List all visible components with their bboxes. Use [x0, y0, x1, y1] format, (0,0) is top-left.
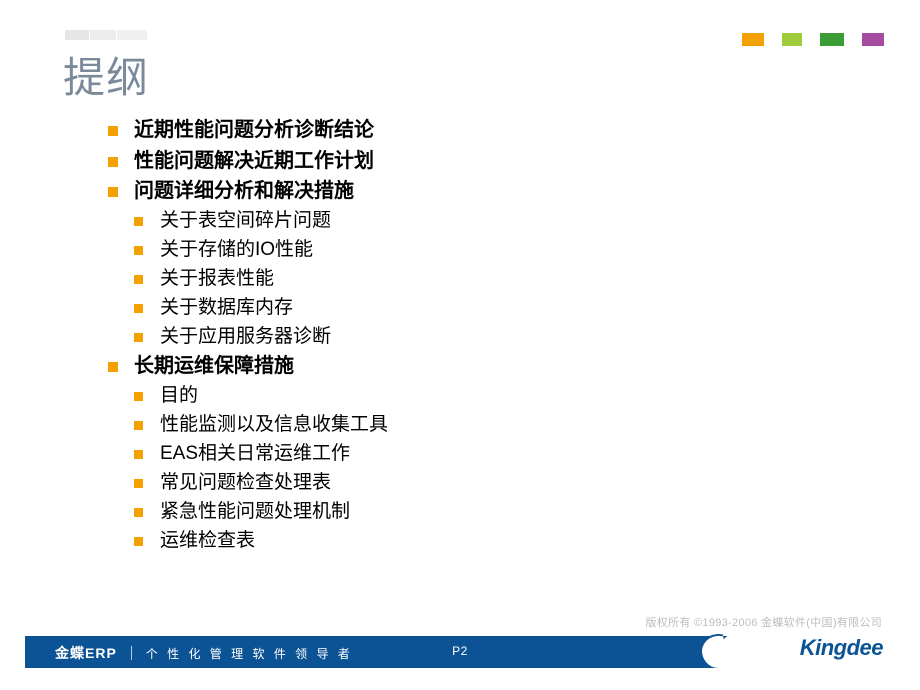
accent-block [782, 33, 802, 46]
outline-item-label: 近期性能问题分析诊断结论 [134, 119, 374, 141]
bullet-icon [108, 187, 118, 197]
bullet-icon [134, 304, 143, 313]
outline-item-label: EAS相关日常运维工作 [160, 443, 350, 464]
outline-item-label: 问题详细分析和解决措施 [134, 180, 354, 202]
outline-item-l1: 性能问题解决近期工作计划 [108, 147, 388, 177]
bullet-icon [134, 479, 143, 488]
bullet-icon [134, 217, 143, 226]
top-left-watermark [65, 30, 147, 40]
accent-block [742, 33, 764, 46]
outline-item-l2: 关于表空间碎片问题 [134, 207, 388, 235]
bullet-icon [134, 392, 143, 401]
erp-label: 金蝶ERP [55, 643, 117, 663]
accent-blocks [742, 33, 884, 46]
slide: 提纲 近期性能问题分析诊断结论性能问题解决近期工作计划问题详细分析和解决措施关于… [0, 0, 920, 690]
footer-tagline: 个 性 化 管 理 软 件 领 导 者 [146, 645, 353, 662]
outline-item-label: 运维检查表 [160, 530, 255, 551]
footer-bar: 金蝶ERP 个 性 化 管 理 软 件 领 导 者 P2 Kingdee [25, 636, 895, 668]
outline-item-l2: 关于数据库内存 [134, 294, 388, 322]
accent-block [862, 33, 884, 46]
bullet-icon [134, 508, 143, 517]
outline-item-label: 目的 [160, 385, 198, 406]
bullet-icon [108, 126, 118, 136]
outline-item-l2: 关于存储的IO性能 [134, 236, 388, 264]
outline-content: 近期性能问题分析诊断结论性能问题解决近期工作计划问题详细分析和解决措施关于表空间… [108, 116, 388, 557]
outline-item-label: 性能监测以及信息收集工具 [160, 414, 388, 435]
outline-item-l2: 紧急性能问题处理机制 [134, 498, 388, 526]
outline-item-label: 关于存储的IO性能 [160, 239, 313, 260]
outline-item-label: 长期运维保障措施 [134, 355, 294, 377]
bullet-icon [134, 450, 143, 459]
outline-item-label: 关于报表性能 [160, 268, 274, 289]
outline-item-label: 关于数据库内存 [160, 297, 293, 318]
bullet-icon [134, 421, 143, 430]
bullet-icon [134, 246, 143, 255]
outline-item-label: 关于表空间碎片问题 [160, 210, 331, 231]
footer-divider [131, 646, 132, 660]
outline-item-l2: 目的 [134, 382, 388, 410]
outline-item-l2: 性能监测以及信息收集工具 [134, 411, 388, 439]
accent-block [820, 33, 844, 46]
slide-title: 提纲 [63, 44, 149, 105]
outline-item-l2: 关于应用服务器诊断 [134, 323, 388, 351]
bullet-icon [134, 275, 143, 284]
kingdee-logo: Kingdee [800, 635, 883, 661]
outline-item-label: 常见问题检查处理表 [160, 472, 331, 493]
bullet-icon [108, 362, 118, 372]
outline-item-l2: 常见问题检查处理表 [134, 469, 388, 497]
bullet-icon [134, 537, 143, 546]
outline-item-label: 性能问题解决近期工作计划 [134, 150, 374, 172]
outline-item-label: 紧急性能问题处理机制 [160, 501, 350, 522]
bullet-icon [134, 333, 143, 342]
outline-item-l2: EAS相关日常运维工作 [134, 440, 388, 468]
footer-cloud: Kingdee [718, 632, 903, 672]
page-number: P2 [452, 644, 468, 658]
outline-item-l1: 问题详细分析和解决措施关于表空间碎片问题关于存储的IO性能关于报表性能关于数据库… [108, 177, 388, 351]
copyright-text: 版权所有 ©1993-2006 金蝶软件(中国)有限公司 [645, 614, 882, 630]
outline-item-l1: 近期性能问题分析诊断结论 [108, 116, 388, 146]
outline-item-l2: 运维检查表 [134, 527, 388, 555]
outline-item-l1: 长期运维保障措施目的性能监测以及信息收集工具 EAS相关日常运维工作常见问题检查处… [108, 352, 388, 555]
footer-left: 金蝶ERP 个 性 化 管 理 软 件 领 导 者 [55, 643, 353, 663]
outline-item-label: 关于应用服务器诊断 [160, 326, 331, 347]
outline-item-l2: 关于报表性能 [134, 265, 388, 293]
bullet-icon [108, 157, 118, 167]
